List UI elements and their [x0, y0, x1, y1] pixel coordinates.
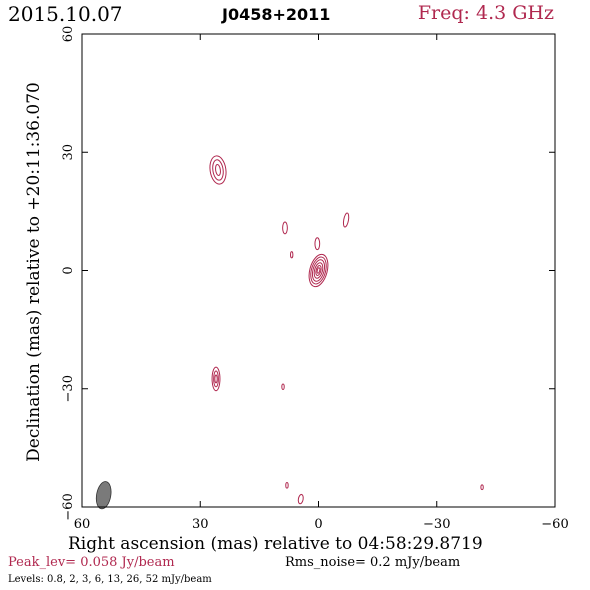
contour-levels-text: Levels: 0.8, 2, 3, 6, 13, 26, 52 mJy/bea… — [8, 574, 212, 585]
x-tick-label: 30 — [192, 517, 209, 532]
y-tick-label: 60 — [61, 26, 76, 43]
contour-group-blob-south — [211, 366, 221, 392]
y-tick-label: −30 — [61, 375, 76, 402]
contour-line — [314, 237, 321, 251]
x-tick-label: −30 — [423, 517, 450, 532]
contour-line — [212, 159, 224, 181]
contour-line — [281, 383, 285, 391]
x-axis-label: Right ascension (mas) relative to 04:58:… — [68, 534, 483, 554]
contour-line — [310, 256, 327, 285]
contour-line — [308, 253, 329, 288]
source-name: J0458+2011 — [222, 5, 331, 24]
contour-group-spot-b — [342, 212, 350, 228]
y-tick-label: 30 — [61, 144, 76, 161]
contour-line — [342, 212, 350, 228]
contour-line — [290, 251, 294, 259]
peak-level-text: Peak_lev= 0.058 Jy/beam — [8, 555, 175, 570]
contour-line — [213, 370, 219, 388]
observation-date: 2015.10.07 — [8, 2, 123, 26]
contour-group-jet-knot — [314, 237, 321, 251]
contour-group-spot-f — [297, 493, 304, 505]
contour-line — [297, 493, 304, 505]
contour-group-spot-d — [281, 383, 285, 391]
contour-line — [311, 259, 326, 282]
contour-group-core — [308, 253, 329, 288]
y-axis-label: Declination (mas) relative to +20:11:36.… — [24, 82, 44, 462]
contour-group-spot-g — [480, 484, 484, 491]
contour-line — [214, 374, 218, 384]
frequency-prefix: Freq: — [417, 2, 470, 24]
contour-group-spot-a — [282, 221, 288, 235]
tick-layer — [81, 33, 556, 508]
tick-label-layer: 60 30 0 −30 −60 −60 −30 0 30 60 — [61, 26, 569, 532]
frequency-value: 4.3 GHz — [475, 2, 554, 24]
x-tick-label: −60 — [541, 517, 568, 532]
contour-line — [285, 482, 289, 489]
contour-line — [282, 221, 288, 235]
frequency-label: Freq: 4.3 GHz — [418, 2, 554, 24]
beam-layer — [95, 481, 112, 510]
contour-group-spot-e — [285, 482, 289, 489]
contour-line — [480, 484, 484, 491]
contour-layer — [209, 155, 484, 505]
beam-ellipse — [95, 481, 112, 510]
contour-group-blob-north — [209, 155, 227, 185]
contour-line — [316, 267, 321, 274]
y-tick-label: 0 — [61, 266, 76, 274]
rms-noise-text: Rms_noise= 0.2 mJy/beam — [285, 555, 461, 570]
contour-line — [315, 265, 322, 276]
plot-frame — [81, 33, 556, 508]
contour-line — [211, 366, 221, 392]
contour-line — [215, 164, 221, 176]
contour-group-spot-c — [290, 251, 294, 259]
x-tick-label: 60 — [74, 517, 91, 532]
contour-line — [313, 262, 324, 279]
y-tick-label: −60 — [61, 493, 76, 520]
x-tick-label: 0 — [314, 517, 322, 532]
contour-line — [209, 155, 227, 185]
